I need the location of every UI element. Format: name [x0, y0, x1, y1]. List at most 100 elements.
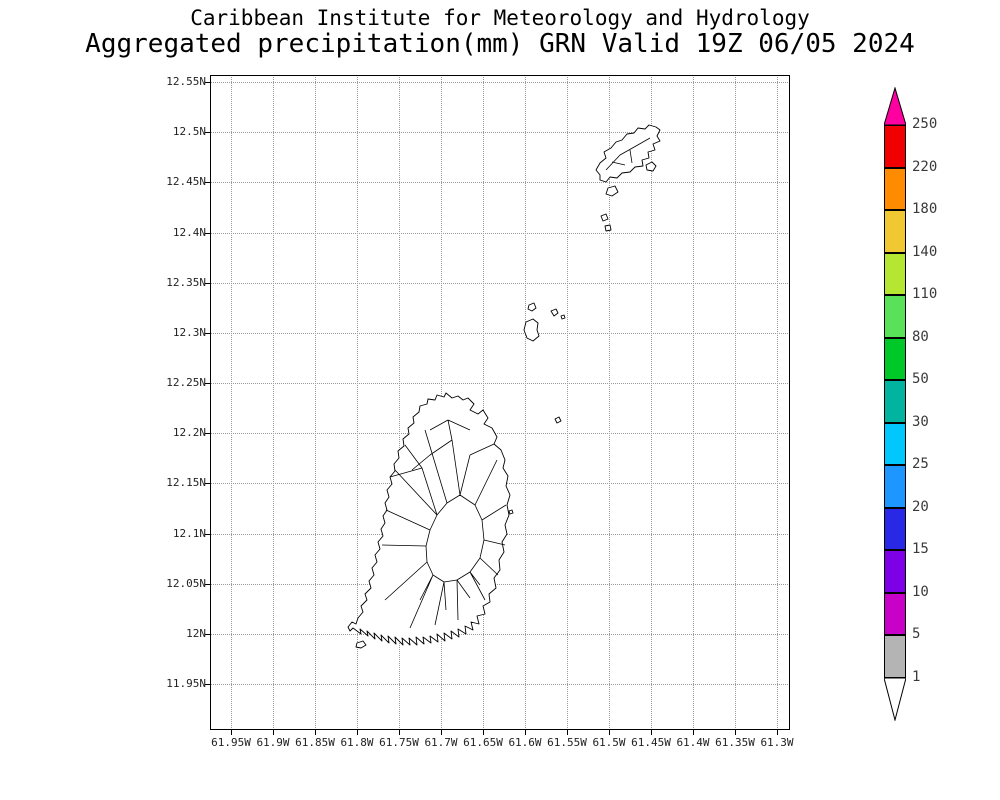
lat-gridline — [210, 383, 790, 385]
lon-gridline — [777, 75, 778, 730]
lat-gridline — [210, 132, 790, 134]
lat-tick-label: 12.25N — [166, 376, 206, 390]
lat-gridline — [210, 182, 790, 184]
lon-gridline — [525, 75, 526, 730]
lon-tick-label: 61.6W — [508, 736, 542, 749]
lat-gridline — [210, 82, 790, 83]
colorbar-above-max-arrow — [884, 87, 906, 125]
lat-gridline — [210, 232, 790, 234]
lat-tick-mark — [205, 533, 210, 535]
colorbar-segment — [884, 635, 906, 678]
lat-tick-mark — [205, 82, 210, 83]
colorbar-segment — [884, 550, 906, 593]
colorbar-segment — [884, 124, 906, 168]
colorbar-level-label: 140 — [912, 243, 938, 260]
colorbar-top-arrow — [884, 87, 906, 125]
lon-tick-label: 61.9W — [256, 736, 290, 749]
colorbar-level-label: 110 — [912, 286, 938, 303]
lat-tick-label: 11.95N — [166, 677, 206, 691]
page-title: Caribbean Institute for Meteorology and … — [190, 6, 810, 30]
lat-tick-mark — [205, 232, 210, 234]
colorbar-level-label: 80 — [912, 328, 929, 345]
lat-tick-mark — [205, 332, 210, 334]
colorbar-level-label: 20 — [912, 498, 929, 515]
colorbar-level-label: 1 — [912, 669, 921, 685]
colorbar-segment — [884, 422, 906, 466]
lon-gridline — [231, 75, 232, 730]
lat-tick-label: 12.4N — [172, 225, 206, 239]
colorbar-segment — [884, 210, 906, 253]
lon-tick-mark — [483, 730, 484, 735]
lon-gridline — [693, 75, 694, 730]
lon-tick-mark — [525, 730, 526, 735]
lon-tick-label: 61.35W — [715, 736, 755, 749]
colorbar-level-label: 50 — [912, 371, 929, 388]
colorbar-level-label: 5 — [912, 626, 921, 643]
lat-tick-mark — [205, 433, 210, 435]
colorbar-level-label: 220 — [912, 158, 938, 175]
lat-tick-mark — [205, 483, 210, 485]
lon-tick-mark — [735, 730, 736, 735]
lon-gridline — [609, 75, 610, 730]
lat-tick-label: 12.2N — [172, 426, 206, 440]
lat-tick-mark — [205, 383, 210, 385]
lat-tick-mark — [205, 684, 210, 686]
lon-tick-mark — [441, 730, 442, 735]
lat-gridline — [210, 332, 790, 334]
colorbar-below-min-arrow — [884, 678, 906, 721]
lon-tick-label: 61.55W — [547, 736, 587, 749]
lon-tick-mark — [693, 730, 694, 735]
colorbar-level-label: 15 — [912, 541, 929, 558]
colorbar-segment — [884, 167, 906, 211]
lat-tick-label: 12.45N — [166, 175, 206, 189]
lon-tick-mark — [399, 730, 400, 735]
lat-tick-mark — [205, 182, 210, 184]
lon-gridline — [651, 75, 652, 730]
colorbar-level-label: 25 — [912, 456, 929, 473]
lon-gridline — [315, 75, 316, 730]
lat-gridline — [210, 684, 790, 686]
lon-tick-label: 61.75W — [379, 736, 419, 749]
lat-tick-label: 12.3N — [172, 325, 206, 339]
colorbar-segment — [884, 252, 906, 296]
colorbar-bottom-arrow — [884, 678, 906, 721]
colorbar-segment — [884, 465, 906, 508]
lat-gridline — [210, 282, 790, 284]
lon-tick-label: 61.85W — [295, 736, 335, 749]
lat-tick-label: 12.15N — [166, 476, 206, 490]
colorbar-segment — [884, 592, 906, 636]
colorbar-segment — [884, 507, 906, 551]
map-frame — [210, 75, 790, 730]
lon-tick-mark — [231, 730, 232, 735]
lon-tick-label: 61.95W — [211, 736, 251, 749]
lat-tick-label: 12.1N — [172, 526, 206, 540]
lon-tick-label: 61.5W — [592, 736, 626, 749]
colorbar-segment — [884, 295, 906, 338]
lon-tick-mark — [273, 730, 274, 735]
colorbar-segment — [884, 380, 906, 423]
lon-tick-label: 61.65W — [463, 736, 503, 749]
lon-tick-label: 61.3W — [760, 736, 794, 749]
colorbar-level-label: 30 — [912, 413, 929, 430]
lat-tick-label: 12.5N — [172, 125, 206, 139]
lon-tick-mark — [315, 730, 316, 735]
lon-gridline — [735, 75, 736, 730]
lon-gridline — [273, 75, 274, 730]
lat-tick-mark — [205, 583, 210, 585]
lon-tick-mark — [567, 730, 568, 735]
colorbar-level-label: 180 — [912, 201, 938, 218]
lon-tick-label: 61.4W — [676, 736, 710, 749]
lon-gridline — [567, 75, 568, 730]
lon-tick-mark — [777, 730, 778, 735]
colorbar-segment — [884, 337, 906, 381]
lat-tick-mark — [205, 633, 210, 635]
lat-tick-label: 12.35N — [166, 275, 206, 289]
lat-tick-mark — [205, 282, 210, 284]
colorbar-level-label: 250 — [912, 115, 938, 132]
lon-tick-mark — [651, 730, 652, 735]
lon-tick-mark — [609, 730, 610, 735]
lat-tick-mark — [205, 132, 210, 134]
page-subtitle: Aggregated precipitation(mm) GRN Valid 1… — [85, 29, 915, 59]
colorbar-level-label: 10 — [912, 583, 929, 600]
